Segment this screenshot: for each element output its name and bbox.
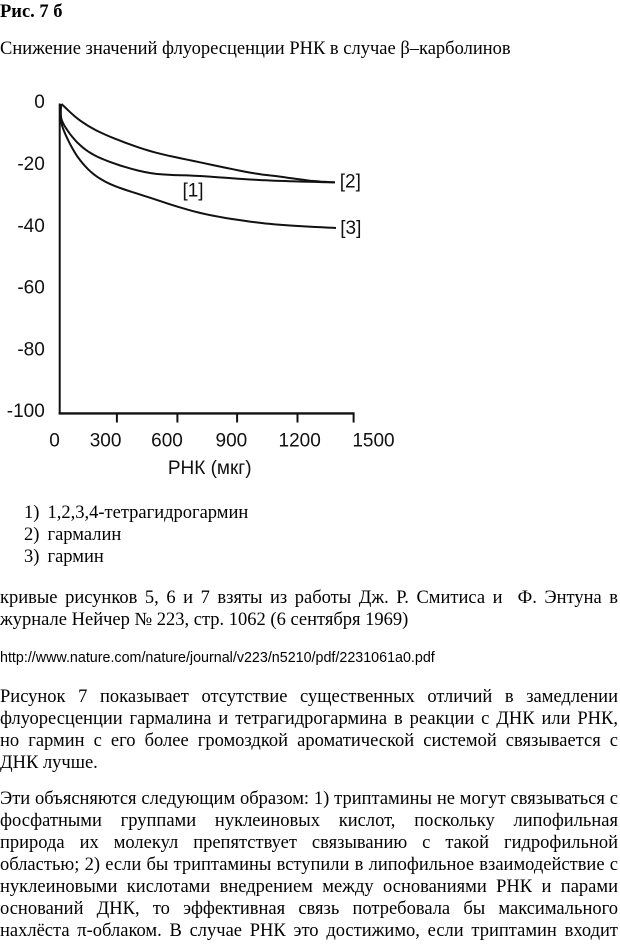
svg-text:-20: -20 [17, 154, 44, 175]
svg-text:РНК (мкг): РНК (мкг) [168, 458, 252, 479]
svg-text:[1]: [1] [182, 180, 203, 201]
svg-text:1500: 1500 [352, 430, 394, 451]
svg-text:[2]: [2] [340, 171, 361, 192]
svg-text:900: 900 [216, 430, 248, 451]
svg-text:[3]: [3] [340, 218, 361, 239]
svg-text:1200: 1200 [279, 430, 321, 451]
svg-text:-100: -100 [7, 401, 45, 422]
svg-text:-80: -80 [17, 339, 44, 360]
svg-text:0: 0 [34, 92, 45, 113]
svg-text:0: 0 [49, 430, 60, 451]
svg-text:-60: -60 [17, 278, 44, 299]
svg-text:600: 600 [151, 430, 183, 451]
svg-text:300: 300 [90, 430, 122, 451]
svg-text:-40: -40 [17, 216, 44, 237]
